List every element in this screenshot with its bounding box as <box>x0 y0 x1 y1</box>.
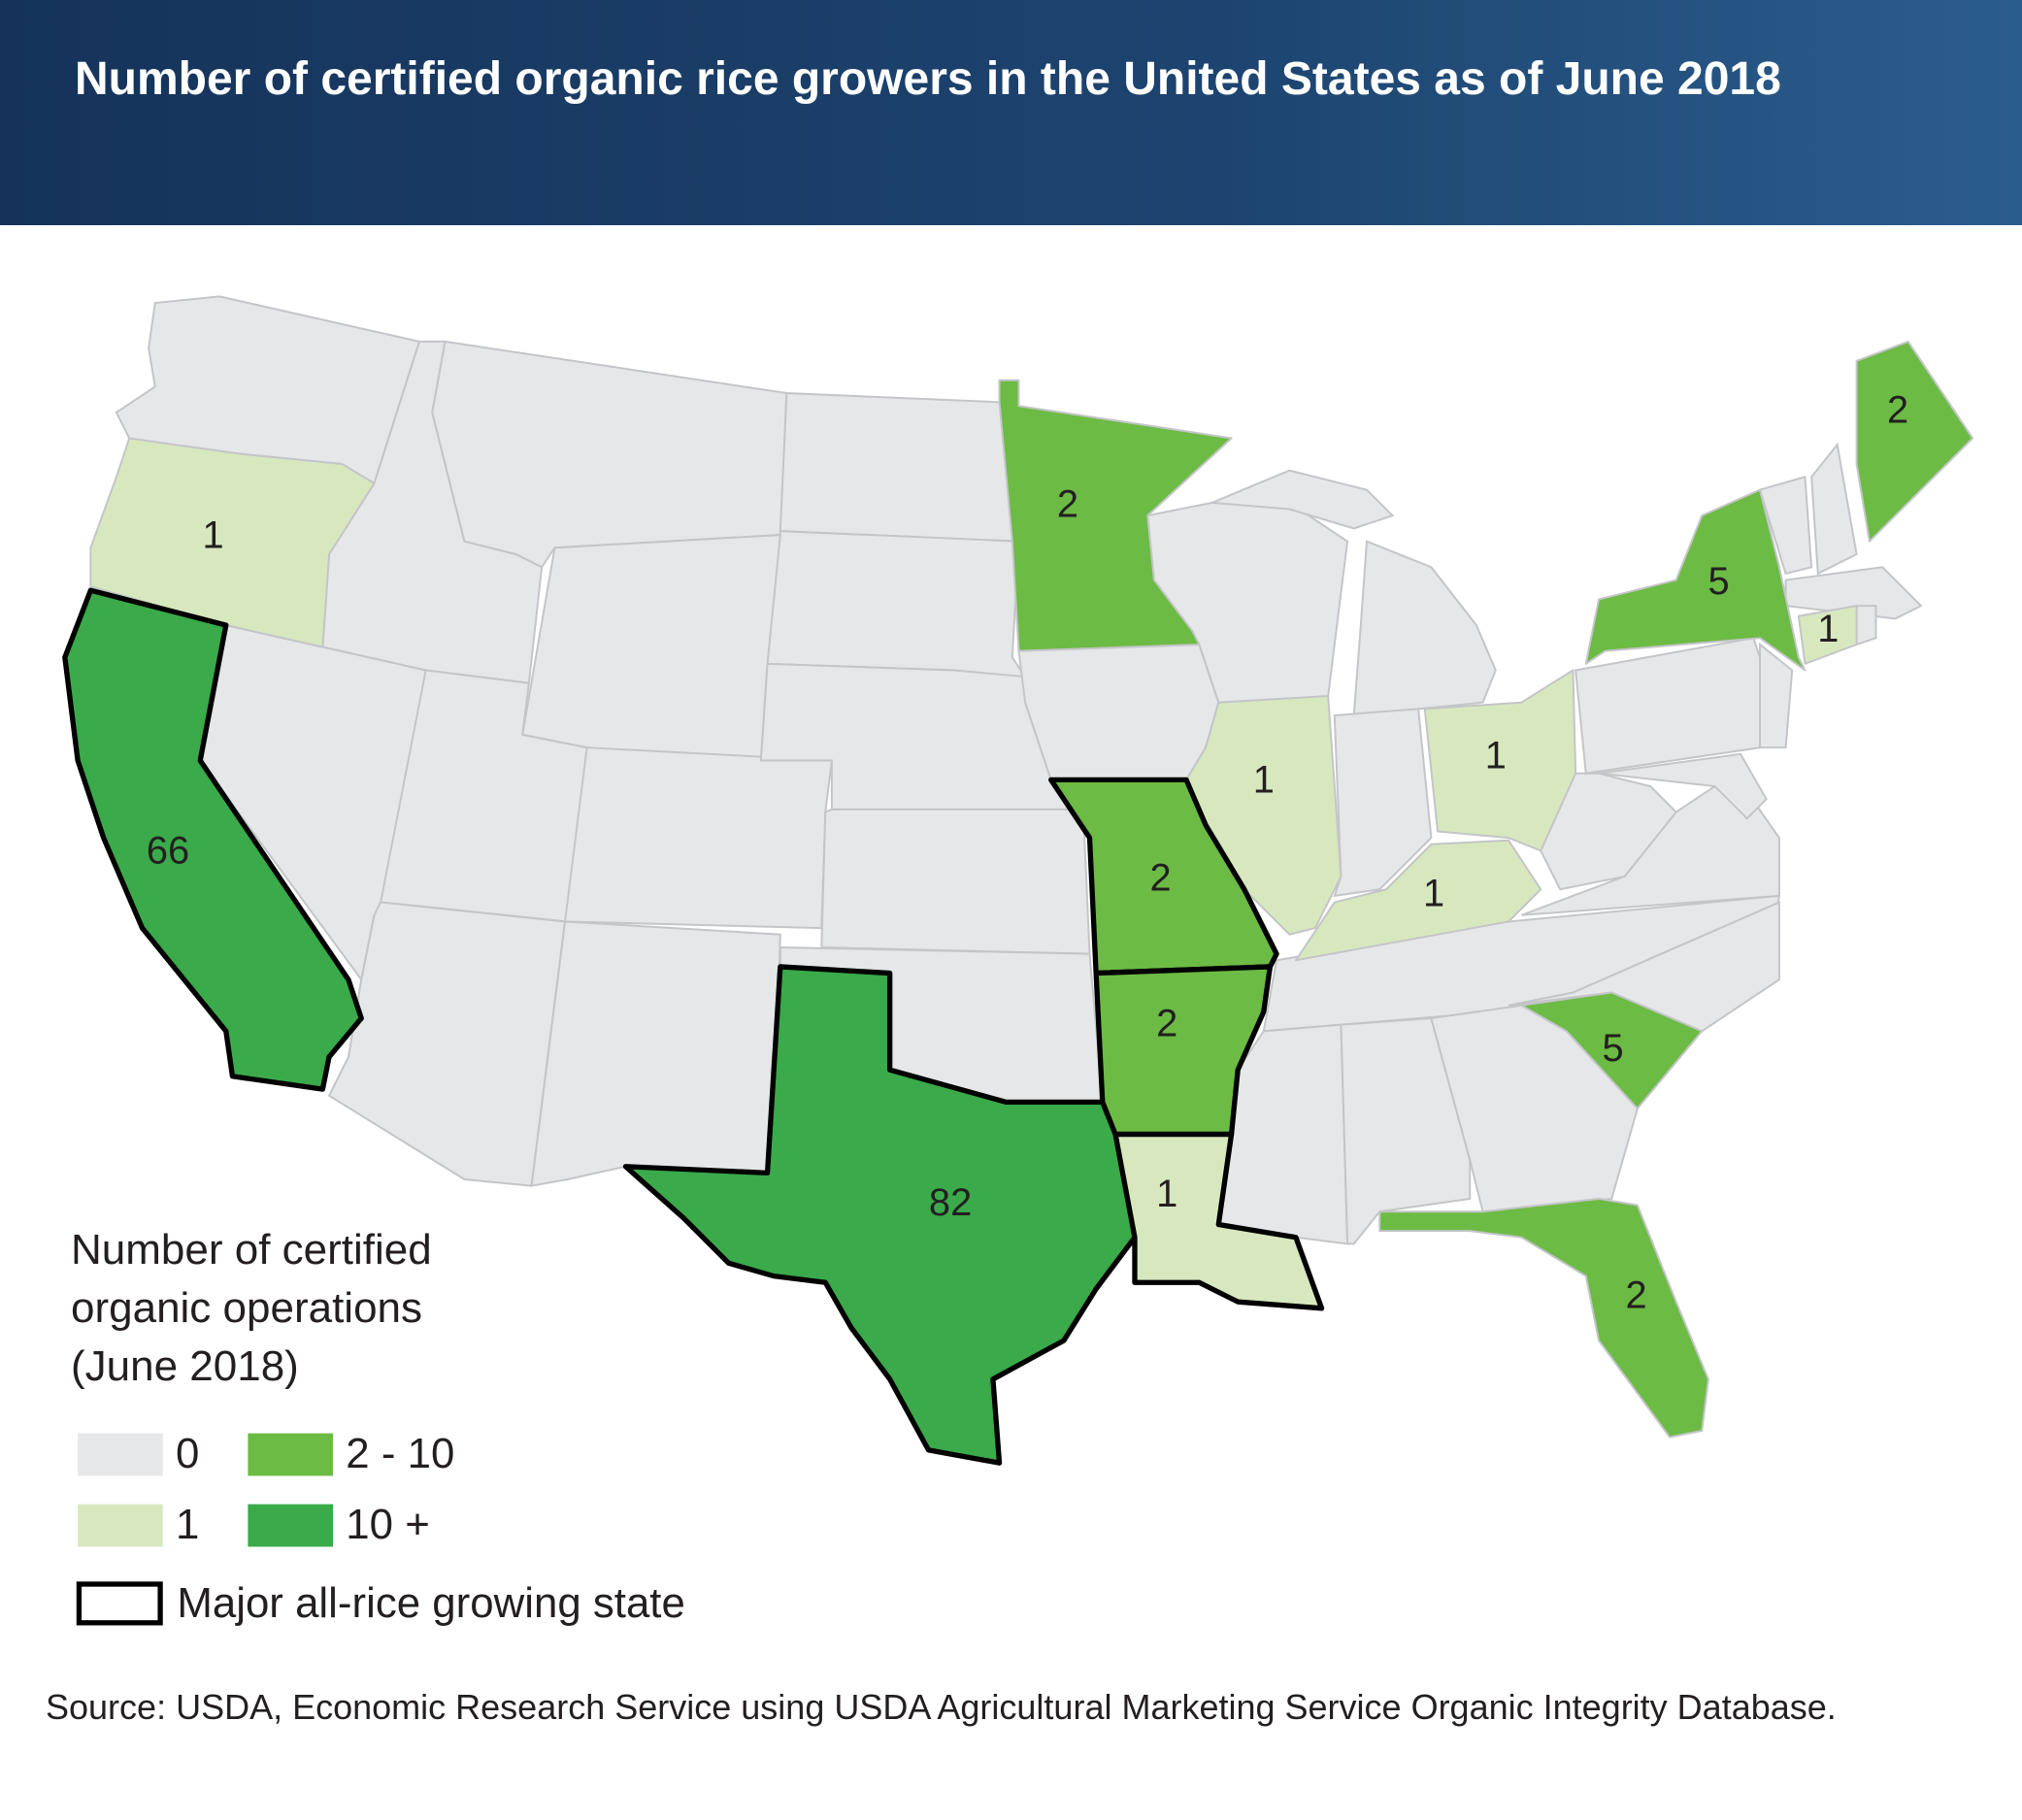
legend-label: 0 <box>176 1430 199 1477</box>
regions: 66 82 1 2 2 2 1 1 1 1 5 2 1 5 2 <box>62 340 1974 1466</box>
legend-outline <box>76 1581 163 1626</box>
state <box>820 808 1091 955</box>
region <box>1185 695 1342 936</box>
region-label: 1 <box>1485 734 1507 777</box>
region <box>1093 964 1274 1138</box>
state <box>521 534 781 762</box>
header: Number of certified organic rice growers… <box>0 0 2022 225</box>
legend-swatch <box>78 1504 163 1547</box>
region <box>1423 669 1577 852</box>
region <box>1797 605 1858 665</box>
region-label: 2 <box>1156 1003 1177 1045</box>
base-map <box>115 295 1923 1245</box>
legend: 0 2 - 10 1 10 + Major all-rice growing state <box>76 1430 685 1627</box>
region <box>1520 991 1704 1109</box>
legend-swatch <box>78 1433 163 1476</box>
region <box>1855 340 1974 543</box>
region-label: 1 <box>1817 608 1839 650</box>
state <box>1575 637 1774 775</box>
state <box>1017 643 1220 781</box>
region-label: 1 <box>1423 872 1444 914</box>
state <box>431 340 788 569</box>
state <box>779 391 1020 543</box>
source: Source: USDA, Economic Research Service … <box>46 1687 1837 1727</box>
state <box>1758 476 1813 576</box>
legend-swatch <box>248 1504 334 1547</box>
state <box>1352 540 1497 717</box>
region <box>1048 777 1279 976</box>
region <box>622 964 1138 1466</box>
title: Number of certified organic rice growers… <box>75 53 1781 105</box>
state <box>1759 642 1794 749</box>
region <box>1112 1131 1325 1311</box>
region <box>1378 1197 1709 1439</box>
region-label: 5 <box>1707 560 1729 603</box>
state <box>1855 605 1877 646</box>
region-label: 2 <box>1887 388 1908 431</box>
region <box>1584 488 1807 672</box>
legend-title: Number of certified organic operations (… <box>71 1226 432 1390</box>
state <box>1598 752 1768 820</box>
state <box>766 530 1027 678</box>
state <box>530 920 781 1187</box>
region-label: 1 <box>1253 759 1275 802</box>
region-label: 66 <box>147 830 189 873</box>
region-label: 1 <box>1156 1173 1177 1215</box>
state <box>1540 772 1678 891</box>
region <box>998 379 1233 652</box>
state <box>1211 469 1395 530</box>
region-label: 2 <box>1149 856 1171 899</box>
region-label: 2 <box>1057 482 1078 525</box>
region-label: 2 <box>1625 1274 1646 1317</box>
legend-label: 10 + <box>346 1501 430 1548</box>
legend-label: 1 <box>176 1501 199 1548</box>
legend-swatch <box>248 1433 334 1476</box>
region-label: 82 <box>929 1181 972 1224</box>
region <box>89 437 376 648</box>
legend-label: 2 - 10 <box>346 1430 454 1477</box>
state <box>563 746 834 930</box>
region-label: 1 <box>202 513 223 556</box>
region <box>62 587 364 1092</box>
state <box>1810 442 1858 576</box>
region <box>1294 839 1542 962</box>
legend-outline-label: Major all-rice growing state <box>177 1579 685 1627</box>
region-label: 5 <box>1603 1027 1624 1070</box>
